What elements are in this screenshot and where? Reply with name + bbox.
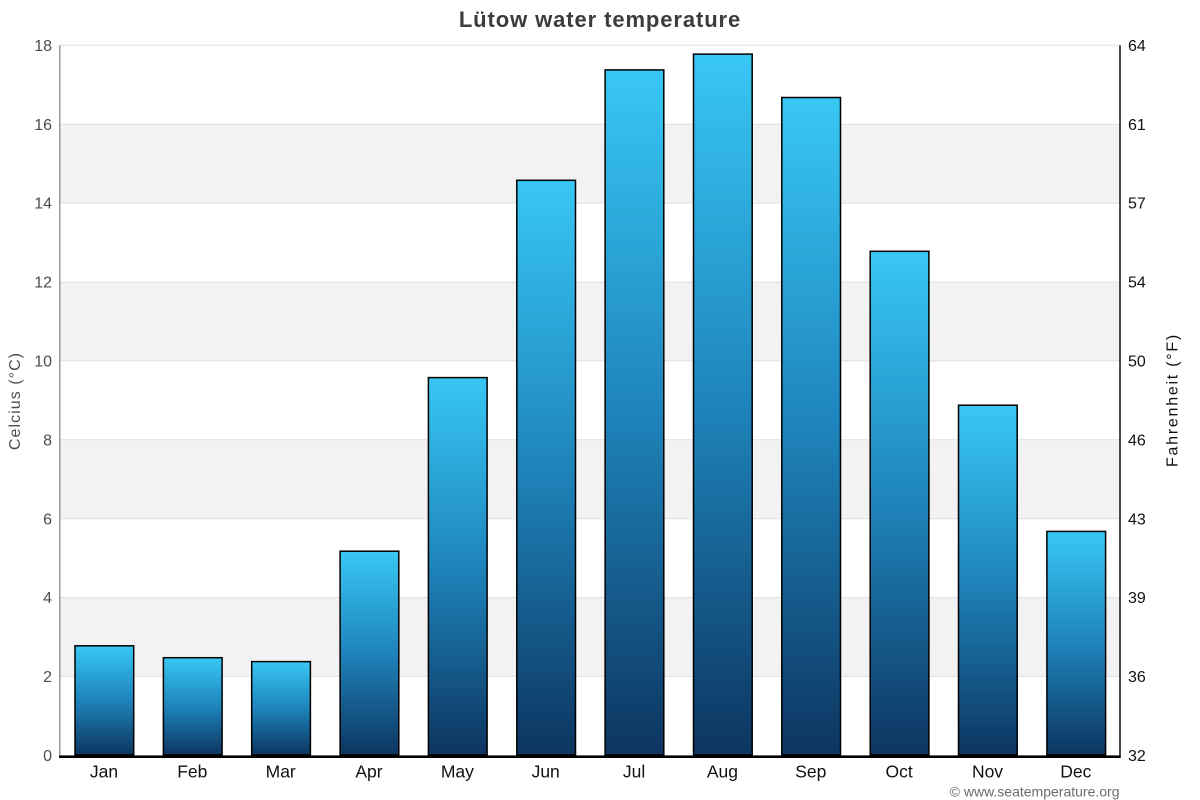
svg-text:Fahrenheit (°F): Fahrenheit (°F) [1165,333,1182,467]
svg-text:54: 54 [1128,275,1146,292]
svg-text:0: 0 [43,748,52,765]
svg-text:32: 32 [1128,748,1146,765]
svg-text:Jul: Jul [623,762,645,782]
svg-text:8: 8 [43,432,52,449]
svg-text:57: 57 [1128,196,1146,213]
svg-text:Aug: Aug [707,762,738,782]
svg-text:Jan: Jan [90,762,118,782]
svg-text:18: 18 [34,38,52,55]
svg-text:Apr: Apr [355,762,382,782]
svg-text:46: 46 [1128,432,1146,449]
svg-text:Lütow water temperature: Lütow water temperature [459,7,741,32]
svg-text:36: 36 [1128,669,1146,686]
svg-text:2: 2 [43,669,52,686]
svg-text:Sep: Sep [795,762,826,782]
svg-text:4: 4 [43,590,52,607]
svg-text:43: 43 [1128,511,1146,528]
svg-text:39: 39 [1128,590,1146,607]
svg-text:12: 12 [34,275,52,292]
svg-text:Nov: Nov [972,762,1003,782]
svg-text:© www.seatemperature.org: © www.seatemperature.org [950,784,1120,800]
svg-text:Mar: Mar [266,762,296,782]
svg-text:14: 14 [34,196,52,213]
svg-text:6: 6 [43,511,52,528]
svg-text:61: 61 [1128,117,1146,134]
svg-text:16: 16 [34,117,52,134]
svg-text:May: May [441,762,474,782]
svg-text:Dec: Dec [1060,762,1091,782]
svg-text:64: 64 [1128,38,1146,55]
svg-text:50: 50 [1128,354,1146,371]
svg-text:10: 10 [34,354,52,371]
svg-text:Celcius (°C): Celcius (°C) [7,352,24,450]
svg-text:Oct: Oct [885,762,912,782]
svg-text:Feb: Feb [177,762,207,782]
svg-text:Jun: Jun [532,762,560,782]
